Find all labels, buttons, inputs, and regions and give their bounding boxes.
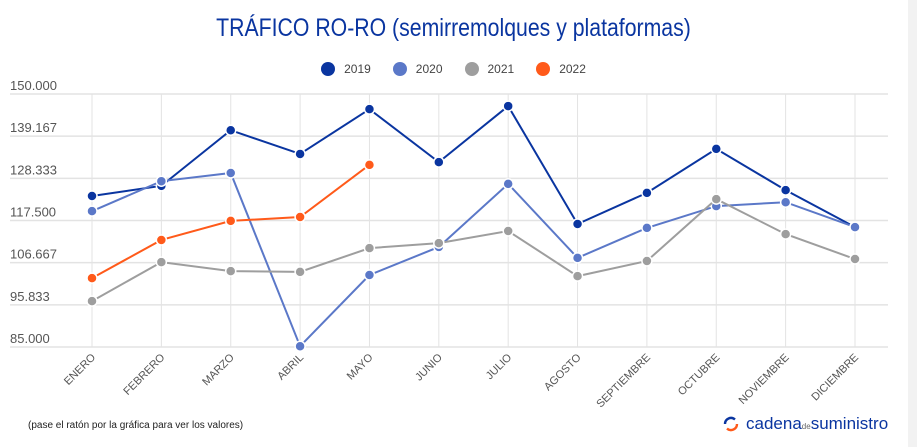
y-tick-label: 117.500 bbox=[10, 205, 56, 220]
data-point-2019[interactable] bbox=[224, 124, 237, 136]
data-point-2021[interactable] bbox=[571, 270, 584, 282]
data-point-2021[interactable] bbox=[224, 265, 237, 277]
scrollbar[interactable] bbox=[908, 0, 917, 447]
data-point-2022[interactable] bbox=[363, 159, 376, 171]
brand-logo[interactable]: cadenadesuministro bbox=[722, 414, 888, 434]
data-point-2019[interactable] bbox=[294, 148, 306, 160]
x-tick-label: DICIEMBRE bbox=[809, 352, 861, 404]
series-line-2020 bbox=[91, 171, 856, 349]
data-point-2020[interactable] bbox=[294, 340, 306, 352]
data-point-2019[interactable] bbox=[86, 190, 98, 202]
data-point-2021[interactable] bbox=[363, 242, 376, 254]
data-point-2022[interactable] bbox=[155, 234, 168, 246]
brand-text-2: suministro bbox=[810, 414, 889, 433]
x-tick-label: JUNIO bbox=[413, 351, 445, 383]
legend: 2019 2020 2021 2022 bbox=[0, 62, 907, 76]
data-point-2020[interactable] bbox=[155, 175, 168, 187]
legend-item-2022[interactable]: 2022 bbox=[536, 62, 586, 76]
hover-note: (pase el ratón por la gráfica para ver l… bbox=[28, 420, 244, 431]
x-tick-label: OCTUBRE bbox=[676, 352, 723, 399]
series-line-2021 bbox=[91, 197, 856, 302]
data-point-2019[interactable] bbox=[641, 187, 653, 199]
data-point-2021[interactable] bbox=[710, 193, 723, 205]
data-point-2021[interactable] bbox=[849, 253, 861, 265]
refresh-logo-icon bbox=[723, 416, 739, 432]
data-point-2022[interactable] bbox=[86, 272, 98, 284]
legend-item-2019[interactable]: 2019 bbox=[321, 62, 371, 76]
data-point-2020[interactable] bbox=[779, 196, 792, 208]
x-tick-label: ENERO bbox=[62, 351, 98, 387]
data-point-2019[interactable] bbox=[433, 156, 445, 168]
data-point-2019[interactable] bbox=[779, 184, 792, 196]
legend-label: 2019 bbox=[344, 62, 371, 76]
data-point-2020[interactable] bbox=[363, 269, 376, 281]
y-tick-label: 85.000 bbox=[10, 331, 50, 346]
data-point-2019[interactable] bbox=[710, 143, 723, 155]
data-point-2021[interactable] bbox=[433, 237, 445, 249]
legend-item-2020[interactable]: 2020 bbox=[392, 62, 443, 76]
data-point-2020[interactable] bbox=[571, 252, 584, 264]
data-point-2020[interactable] bbox=[502, 178, 514, 190]
legend-marker bbox=[464, 62, 479, 76]
data-point-2022[interactable] bbox=[294, 211, 306, 223]
x-tick-label: MAYO bbox=[345, 351, 376, 382]
x-tick-label: AGOSTO bbox=[542, 351, 584, 393]
data-point-2020[interactable] bbox=[86, 205, 98, 217]
data-point-2020[interactable] bbox=[224, 167, 237, 179]
legend-marker bbox=[536, 62, 551, 76]
data-point-2022[interactable] bbox=[224, 215, 237, 227]
legend-marker bbox=[321, 62, 336, 76]
data-point-2021[interactable] bbox=[86, 295, 98, 307]
brand-de: de bbox=[801, 422, 811, 431]
data-point-2019[interactable] bbox=[363, 103, 376, 115]
x-tick-label: FEBRERO bbox=[121, 351, 167, 397]
y-tick-label: 128.333 bbox=[10, 162, 57, 177]
legend-label: 2021 bbox=[487, 62, 515, 76]
data-point-2020[interactable] bbox=[641, 222, 653, 234]
y-tick-label: 150.000 bbox=[10, 78, 57, 93]
y-tick-label: 106.667 bbox=[10, 247, 57, 262]
series-line-2019 bbox=[91, 104, 856, 228]
y-tick-label: 95.833 bbox=[10, 289, 50, 304]
brand-text: cadena bbox=[746, 414, 802, 433]
data-point-2019[interactable] bbox=[571, 218, 584, 230]
data-point-2019[interactable] bbox=[502, 100, 514, 112]
chart-title: TRÁFICO RO-RO (semirremolques y platafor… bbox=[216, 14, 691, 42]
x-tick-label: ABRIL bbox=[275, 352, 306, 383]
data-point-2021[interactable] bbox=[779, 228, 792, 240]
legend-marker bbox=[392, 62, 407, 76]
x-tick-label: MARZO bbox=[200, 351, 237, 388]
data-point-2021[interactable] bbox=[294, 266, 306, 278]
x-tick-label: JULIO bbox=[484, 351, 515, 382]
legend-item-2021[interactable]: 2021 bbox=[464, 62, 515, 76]
y-tick-label: 139.167 bbox=[10, 120, 57, 135]
legend-label: 2022 bbox=[559, 62, 586, 76]
x-tick-label: SEPTIEMBRE bbox=[594, 352, 653, 411]
data-point-2021[interactable] bbox=[502, 225, 514, 237]
data-point-2021[interactable] bbox=[155, 256, 168, 268]
legend-label: 2020 bbox=[415, 62, 443, 76]
data-point-2021[interactable] bbox=[641, 255, 653, 267]
x-tick-label: NOVIEMBRE bbox=[737, 352, 792, 407]
data-point-2020[interactable] bbox=[849, 221, 861, 233]
